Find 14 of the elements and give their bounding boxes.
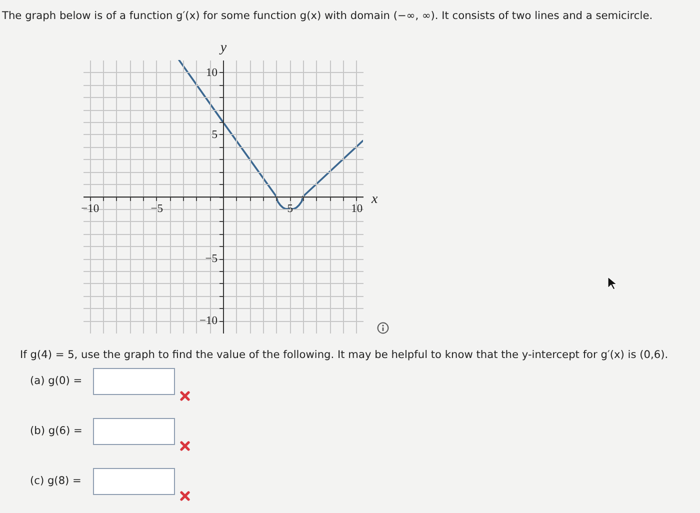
y-tick-label: 10 — [206, 66, 218, 79]
x-tick-label: 10 — [351, 203, 363, 215]
x-tick-label: −5 — [150, 203, 164, 215]
y-tick-label: −5 — [205, 253, 218, 266]
y-tick-label: −10 — [200, 315, 218, 328]
text: (c) g(8) = — [30, 475, 82, 488]
text: (a) g(0) = — [30, 375, 82, 388]
y-axis-title: y — [218, 40, 228, 56]
chart-title: The graph below is of a function g′(x) for some function g(x) with domain (−∞, ∞). It consists of two lines and a semicircle. — [2, 10, 653, 23]
text: (b) g(6) = — [30, 425, 82, 438]
x-axis-title: x — [370, 192, 378, 207]
y-tick-label: 5 — [212, 128, 218, 141]
text: If g(4) = 5, use the graph to find the value of the following. It may be helpful to know that the y-intercept for g′(x) is (0,6). — [20, 349, 668, 362]
x-tick-label: −10 — [81, 203, 100, 215]
